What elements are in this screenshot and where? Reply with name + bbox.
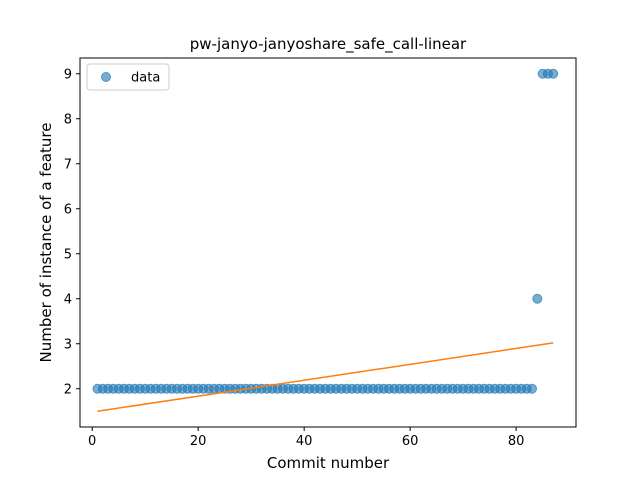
fit-line bbox=[97, 342, 554, 412]
y-tick-label: 2 bbox=[64, 382, 72, 397]
x-tick-label: 20 bbox=[190, 434, 207, 449]
x-axis-label: Commit number bbox=[267, 454, 390, 472]
y-tick-label: 8 bbox=[64, 112, 72, 127]
legend-box bbox=[86, 63, 170, 91]
legend-marker-data bbox=[101, 72, 111, 82]
x-tick-label: 40 bbox=[296, 434, 313, 449]
chart-title: pw-janyo-janyoshare_safe_call-linear bbox=[190, 35, 467, 54]
data-point bbox=[532, 293, 543, 304]
y-tick-label: 7 bbox=[64, 157, 72, 172]
y-axis-label: Number of instance of a feature bbox=[37, 123, 55, 363]
y-tick-label: 3 bbox=[64, 337, 72, 352]
legend-label-data: data bbox=[131, 71, 160, 86]
x-tick-label: 0 bbox=[88, 434, 96, 449]
legend: data bbox=[86, 63, 170, 91]
x-tick-label: 60 bbox=[402, 434, 419, 449]
data-point bbox=[548, 68, 559, 79]
y-tick-label: 9 bbox=[64, 67, 72, 82]
plot-area bbox=[92, 68, 559, 412]
axes: 0 20 40 60 80 2 3 4 5 6 7 8 9 bbox=[64, 57, 577, 449]
y-tick-label: 6 bbox=[64, 202, 72, 217]
data-point bbox=[527, 383, 538, 394]
axes-frame bbox=[79, 57, 577, 428]
y-tick-label: 5 bbox=[64, 247, 72, 262]
y-tick-label: 4 bbox=[64, 292, 72, 307]
x-tick-label: 80 bbox=[508, 434, 525, 449]
